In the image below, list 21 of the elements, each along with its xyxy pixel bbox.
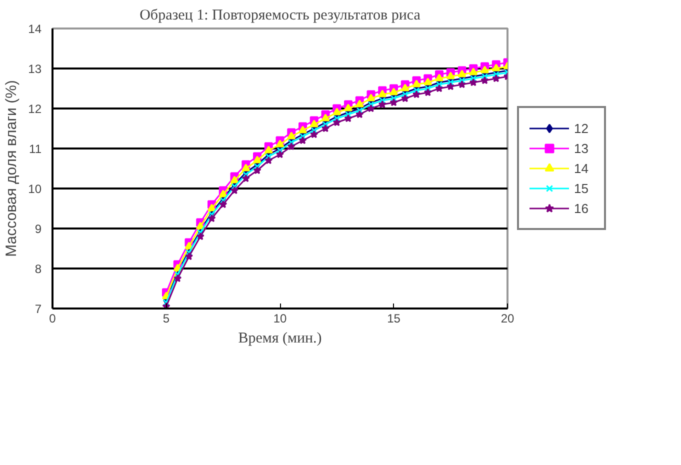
- x-axis-title: Время (мин.): [238, 330, 322, 346]
- x-tick-label: 10: [273, 312, 287, 326]
- x-tick-label: 5: [162, 312, 170, 326]
- y-tick-label: 8: [34, 262, 42, 276]
- legend-label: 15: [574, 180, 590, 196]
- y-tick-label: 14: [28, 22, 42, 36]
- y-tick-label: 10: [28, 182, 42, 196]
- y-tick-label: 9: [34, 222, 42, 236]
- chart-title: Образец 1: Повторяемость результатов риса: [140, 8, 421, 24]
- y-tick-label: 11: [29, 142, 42, 156]
- y-tick-label: 7: [34, 302, 42, 316]
- legend-label: 13: [574, 140, 590, 156]
- x-tick-label: 15: [387, 312, 401, 326]
- y-tick-label: 13: [28, 62, 42, 76]
- y-axis-title: Массовая доля влаги (%): [3, 80, 20, 257]
- legend-label: 16: [574, 200, 590, 216]
- legend-label: 12: [574, 120, 590, 136]
- legend-label: 14: [574, 160, 590, 176]
- x-tick-label: 0: [49, 312, 56, 326]
- y-tick-label: 12: [28, 102, 42, 116]
- x-tick-label: 20: [500, 312, 514, 326]
